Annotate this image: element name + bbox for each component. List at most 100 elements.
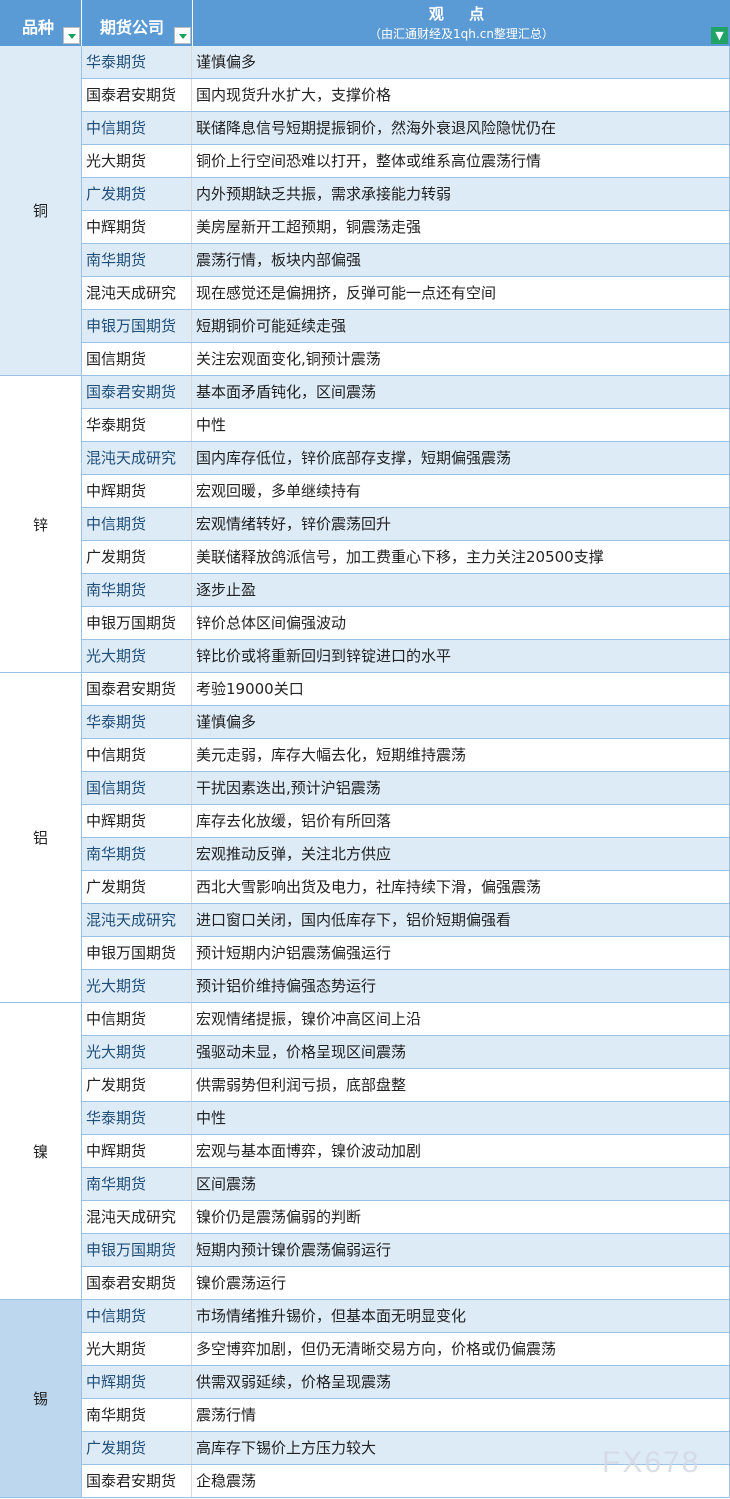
- view-cell[interactable]: 镍价仍是震荡偏弱的判断: [196, 1208, 362, 1226]
- view-cell[interactable]: 震荡行情，板块内部偏强: [196, 251, 362, 269]
- view-cell[interactable]: 宏观推动反弹，关注北方供应: [196, 845, 392, 863]
- dropdown-arrow-icon[interactable]: [63, 27, 80, 44]
- company-cell[interactable]: 混沌天成研究: [82, 277, 192, 309]
- company-cell[interactable]: 南华期货: [82, 574, 192, 606]
- company-cell[interactable]: 国信期货: [82, 343, 192, 375]
- company-cell[interactable]: 广发期货: [82, 178, 192, 210]
- company-cell[interactable]: 中信期货: [82, 112, 192, 144]
- company-cell[interactable]: 中信期货: [82, 1003, 192, 1035]
- company-cell[interactable]: 国泰君安期货: [82, 79, 192, 111]
- view-cell[interactable]: 美房屋新开工超预期，铜震荡走强: [196, 218, 422, 236]
- dropdown-arrow-icon[interactable]: [174, 27, 191, 44]
- view-cell[interactable]: 市场情绪推升锡价，但基本面无明显变化: [196, 1307, 467, 1325]
- company-cell[interactable]: 华泰期货: [82, 706, 192, 738]
- view-cell[interactable]: 谨慎偏多: [196, 53, 257, 71]
- company-cell[interactable]: 混沌天成研究: [82, 1201, 192, 1233]
- filter-icon[interactable]: ▼: [711, 27, 728, 44]
- company-cell[interactable]: 南华期货: [82, 1399, 192, 1431]
- company-cell[interactable]: 华泰期货: [82, 1102, 192, 1134]
- view-cell[interactable]: 锌价总体区间偏强波动: [196, 614, 347, 632]
- company-cell[interactable]: 广发期货: [82, 871, 192, 903]
- view-cell[interactable]: 多空博弈加剧，但仍无清晰交易方向，价格或仍偏震荡: [196, 1340, 557, 1358]
- view-cell[interactable]: 进口窗口关闭，国内低库存下，铝价短期偏强看: [196, 911, 512, 929]
- company-cell[interactable]: 申银万国期货: [82, 310, 192, 342]
- view-cell[interactable]: 供需双弱延续，价格呈现震荡: [196, 1373, 392, 1391]
- company-cell[interactable]: 南华期货: [82, 244, 192, 276]
- company-cell[interactable]: 光大期货: [82, 970, 192, 1002]
- view-cell[interactable]: 预计短期内沪铝震荡偏强运行: [196, 944, 392, 962]
- category-cell[interactable]: 锌: [0, 376, 82, 673]
- company-cell[interactable]: 南华期货: [82, 838, 192, 870]
- company-cell[interactable]: 国信期货: [82, 772, 192, 804]
- view-cell[interactable]: 锌比价或将重新回归到锌锭进口的水平: [196, 647, 452, 665]
- company-cell[interactable]: 申银万国期货: [82, 607, 192, 639]
- view-cell[interactable]: 联储降息信号短期提振铜价，然海外衰退风险隐忧仍在: [196, 119, 557, 137]
- view-cell[interactable]: 短期内预计镍价震荡偏弱运行: [196, 1241, 392, 1259]
- view-cell[interactable]: 国内库存低位，锌价底部存支撑，短期偏强震荡: [196, 449, 512, 467]
- view-cell[interactable]: 库存去化放缓，铝价有所回落: [196, 812, 392, 830]
- company-cell[interactable]: 中辉期货: [82, 1366, 192, 1398]
- company-cell[interactable]: 国泰君安期货: [82, 1267, 192, 1299]
- view-cell[interactable]: 关注宏观面变化,铜预计震荡: [196, 350, 381, 368]
- company-cell[interactable]: 混沌天成研究: [82, 904, 192, 936]
- company-cell[interactable]: 国泰君安期货: [82, 376, 192, 408]
- view-cell[interactable]: 西北大雪影响出货及电力，社库持续下滑，偏强震荡: [196, 878, 542, 896]
- view-cell[interactable]: 企稳震荡: [196, 1472, 257, 1490]
- view-cell[interactable]: 现在感觉还是偏拥挤，反弹可能一点还有空间: [196, 284, 497, 302]
- view-cell[interactable]: 镍价震荡运行: [196, 1274, 287, 1292]
- company-cell[interactable]: 广发期货: [82, 1432, 192, 1464]
- company-cell[interactable]: 中辉期货: [82, 1135, 192, 1167]
- view-cell[interactable]: 铜价上行空间恐难以打开，整体或维系高位震荡行情: [196, 152, 542, 170]
- company-cell[interactable]: 中信期货: [82, 508, 192, 540]
- view-cell[interactable]: 宏观情绪提振，镍价冲高区间上沿: [196, 1010, 422, 1028]
- company-cell[interactable]: 南华期货: [82, 1168, 192, 1200]
- table-row: 申银万国期货 锌价总体区间偏强波动: [82, 607, 730, 640]
- company-cell[interactable]: 广发期货: [82, 541, 192, 573]
- table-row: 光大期货 铜价上行空间恐难以打开，整体或维系高位震荡行情: [82, 145, 730, 178]
- view-cell[interactable]: 震荡行情: [196, 1406, 257, 1424]
- company-cell[interactable]: 光大期货: [82, 1333, 192, 1365]
- company-cell[interactable]: 申银万国期货: [82, 1234, 192, 1266]
- view-cell[interactable]: 宏观情绪转好，锌价震荡回升: [196, 515, 392, 533]
- company-cell[interactable]: 华泰期货: [82, 46, 192, 78]
- view-cell[interactable]: 美元走弱，库存大幅去化，短期维持震荡: [196, 746, 467, 764]
- category-cell[interactable]: 镍: [0, 1003, 82, 1300]
- company-cell[interactable]: 光大期货: [82, 640, 192, 672]
- table-row: 广发期货 西北大雪影响出货及电力，社库持续下滑，偏强震荡: [82, 871, 730, 904]
- view-cell[interactable]: 内外预期缺乏共振，需求承接能力转弱: [196, 185, 452, 203]
- company-cell[interactable]: 国泰君安期货: [82, 673, 192, 705]
- company-cell[interactable]: 混沌天成研究: [82, 442, 192, 474]
- view-cell[interactable]: 谨慎偏多: [196, 713, 257, 731]
- view-cell[interactable]: 中性: [196, 416, 227, 434]
- company-cell[interactable]: 中辉期货: [82, 211, 192, 243]
- view-cell[interactable]: 预计铝价维持偏强态势运行: [196, 977, 377, 995]
- view-cell[interactable]: 基本面矛盾钝化，区间震荡: [196, 383, 377, 401]
- company-cell[interactable]: 中信期货: [82, 739, 192, 771]
- company-cell[interactable]: 中信期货: [82, 1300, 192, 1332]
- company-cell[interactable]: 国泰君安期货: [82, 1465, 192, 1497]
- view-cell[interactable]: 逐步止盈: [196, 581, 257, 599]
- category-cell[interactable]: 铜: [0, 46, 82, 376]
- company-cell[interactable]: 中辉期货: [82, 475, 192, 507]
- view-cell[interactable]: 国内现货升水扩大，支撑价格: [196, 86, 392, 104]
- view-cell[interactable]: 强驱动未显，价格呈现区间震荡: [196, 1043, 407, 1061]
- view-cell[interactable]: 宏观回暖，多单继续持有: [196, 482, 362, 500]
- view-cell[interactable]: 供需弱势但利润亏损，底部盘整: [196, 1076, 407, 1094]
- company-cell[interactable]: 华泰期货: [82, 409, 192, 441]
- view-cell[interactable]: 宏观与基本面博弈，镍价波动加剧: [196, 1142, 422, 1160]
- view-cell[interactable]: 美联储释放鸽派信号，加工费重心下移，主力关注20500支撑: [196, 548, 604, 566]
- company-cell[interactable]: 广发期货: [82, 1069, 192, 1101]
- view-cell[interactable]: 高库存下锡价上方压力较大: [196, 1439, 377, 1457]
- company-cell[interactable]: 申银万国期货: [82, 937, 192, 969]
- company-cell[interactable]: 光大期货: [82, 145, 192, 177]
- category-cell[interactable]: 铝: [0, 673, 82, 1003]
- view-cell[interactable]: 考验19000关口: [196, 680, 304, 698]
- company-cell[interactable]: 光大期货: [82, 1036, 192, 1068]
- table-row: 南华期货 宏观推动反弹，关注北方供应: [82, 838, 730, 871]
- view-cell[interactable]: 区间震荡: [196, 1175, 257, 1193]
- company-cell[interactable]: 中辉期货: [82, 805, 192, 837]
- view-cell[interactable]: 干扰因素迭出,预计沪铝震荡: [196, 779, 381, 797]
- view-cell[interactable]: 短期铜价可能延续走强: [196, 317, 347, 335]
- view-cell[interactable]: 中性: [196, 1109, 227, 1127]
- category-cell[interactable]: 锡: [0, 1300, 82, 1498]
